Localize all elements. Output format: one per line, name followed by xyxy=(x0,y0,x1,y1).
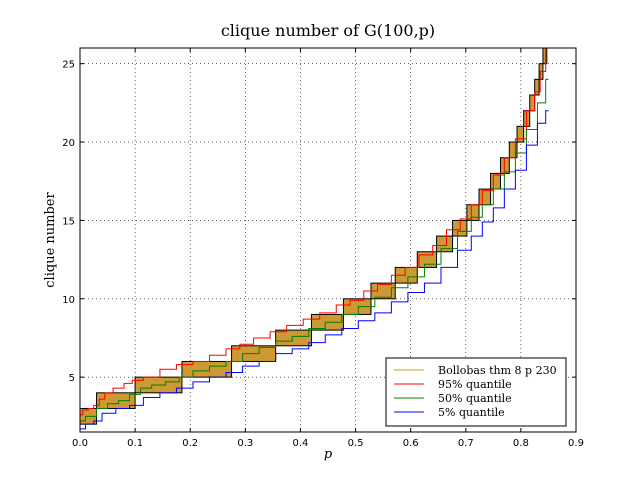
bollobas-interval-bar xyxy=(466,204,480,221)
bollobas-interval-bar xyxy=(516,125,525,143)
legend-item-q5: 5% quantile xyxy=(438,406,505,419)
axis-ticks: 0.0 0.1 0.2 0.3 0.4 0.5 0.6 0.7 0.8 0.9 5 10 15 20 25 xyxy=(62,48,584,449)
quantile-lines xyxy=(80,47,549,430)
bollobas-interval-bar xyxy=(529,94,536,112)
bollobas-interval-bar xyxy=(181,360,233,378)
q95-line xyxy=(80,47,549,416)
q5-line xyxy=(80,110,549,430)
bollobas-interval-bar xyxy=(436,235,454,253)
x-tick-label: 0.1 xyxy=(127,438,143,449)
y-tick-label: 10 xyxy=(62,295,75,306)
x-tick-label: 0.3 xyxy=(237,438,253,449)
bollobas-interval-bar xyxy=(416,251,438,268)
legend-item-q50: 50% quantile xyxy=(438,392,512,405)
y-tick-label: 20 xyxy=(62,138,75,149)
plot-frame xyxy=(79,47,577,433)
bollobas-interval-bar xyxy=(534,78,540,96)
y-tick-label: 15 xyxy=(62,216,75,227)
legend-item-bollobas: Bollobas thm 8 p 230 xyxy=(438,364,557,377)
x-axis-label: p xyxy=(324,447,333,462)
x-tick-label: 0.0 xyxy=(72,438,88,449)
chart-title: clique number of G(100,p) xyxy=(221,21,435,40)
y-tick-label: 5 xyxy=(69,373,75,384)
bollobas-interval-bar xyxy=(452,219,468,237)
grid xyxy=(80,48,576,432)
q50-line xyxy=(80,78,549,422)
x-tick-label: 0.4 xyxy=(292,438,308,449)
x-tick-label: 0.7 xyxy=(458,438,474,449)
bollobas-interval-bar xyxy=(478,188,492,206)
x-tick-label: 0.9 xyxy=(568,438,584,449)
bollobas-interval-bar xyxy=(490,172,501,190)
y-tick-label: 25 xyxy=(62,60,75,71)
legend-item-q95: 95% quantile xyxy=(438,378,512,391)
legend-box xyxy=(385,357,567,427)
x-tick-label: 0.2 xyxy=(182,438,198,449)
bollobas-interval-bar xyxy=(275,329,312,347)
bollobas-interval-bar xyxy=(499,157,510,174)
bollobas-interval-bar xyxy=(542,47,548,65)
x-tick-label: 0.5 xyxy=(348,438,364,449)
y-axis-label: clique number xyxy=(43,192,58,288)
x-tick-label: 0.8 xyxy=(513,438,529,449)
x-tick-label: 0.6 xyxy=(403,438,419,449)
